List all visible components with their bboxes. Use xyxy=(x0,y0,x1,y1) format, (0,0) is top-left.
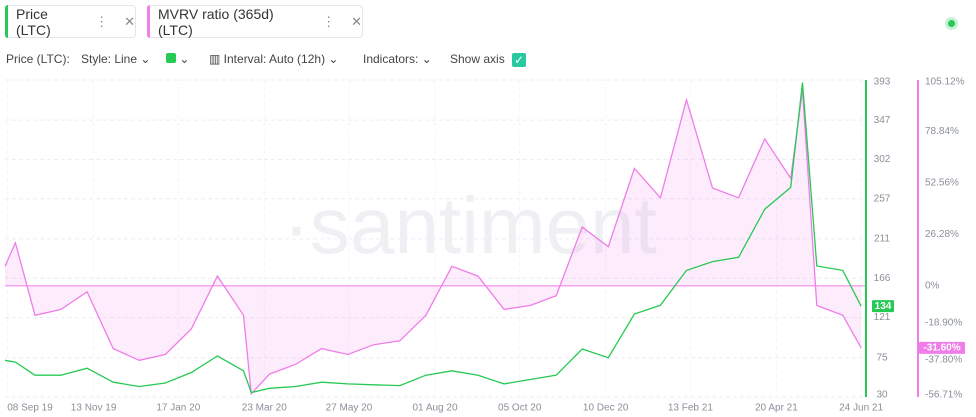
show-axis[interactable]: Show axis ✓ xyxy=(450,52,527,67)
color-select[interactable]: ⌄ xyxy=(166,52,189,66)
y-tick-label: 166 xyxy=(874,273,891,284)
x-tick-label: 13 Nov 19 xyxy=(71,403,117,414)
y-tick-label: 257 xyxy=(874,193,891,204)
series-line xyxy=(4,82,862,394)
indicators-label: Indicators: xyxy=(363,52,419,66)
y2-tick-label: 52.56% xyxy=(925,178,959,189)
y-tick-label: 211 xyxy=(874,234,890,245)
close-icon[interactable]: ✕ xyxy=(351,13,362,29)
interval-label: Interval: Auto (12h) xyxy=(223,52,326,66)
style-label: Style: Line xyxy=(81,52,138,66)
tag-box xyxy=(919,341,965,354)
indicators-select[interactable]: Indicators: ⌄ xyxy=(363,52,432,66)
x-tick-label: 23 Mar 20 xyxy=(242,403,287,414)
y2-tick-label: 105.12% xyxy=(925,77,965,88)
tag-label: -31.60% xyxy=(923,342,960,353)
menu-icon[interactable]: ⋮ xyxy=(95,13,109,29)
x-tick-label: 17 Jan 20 xyxy=(156,403,200,414)
y2-tick-label: -18.90% xyxy=(925,318,962,329)
y-tick-label: 347 xyxy=(874,115,891,126)
x-tick-label: 24 Jun 21 xyxy=(839,403,883,414)
tab[interactable]: Price (LTC) ⋮ ✕ xyxy=(5,5,136,38)
status xyxy=(945,17,958,30)
tab[interactable]: MVRV ratio (365d) (LTC) ⋮ ✕ xyxy=(147,5,363,38)
style-select[interactable]: Style: Line ⌄ xyxy=(81,52,151,66)
x-tick-label: 10 Dec 20 xyxy=(583,403,629,414)
y2-tick-label: -37.80% xyxy=(925,355,962,366)
area-fill xyxy=(5,90,862,394)
x-tick-label: 01 Aug 20 xyxy=(412,403,457,414)
close-icon[interactable]: ✕ xyxy=(124,13,135,29)
y-tick-label: 302 xyxy=(874,154,891,165)
x-tick-label: 13 Feb 21 xyxy=(668,403,713,414)
tag-label: 134 xyxy=(875,301,892,312)
y-tick-label: 121 xyxy=(874,312,891,323)
y2-tick-label: 78.84% xyxy=(925,126,959,137)
tab-label: Price (LTC) xyxy=(16,5,51,38)
x-tick-label: 27 May 20 xyxy=(326,403,373,414)
watermark: ·santiment xyxy=(283,181,656,270)
last-value-tag: -31.60% xyxy=(919,341,965,354)
tag-box xyxy=(872,300,894,313)
last-value-tag: 134 xyxy=(872,300,894,313)
y2-tick-label: 26.28% xyxy=(925,229,959,240)
x-tick-label: 08 Sep 19 xyxy=(7,403,53,414)
tab-label: MVRV ratio (365d) (LTC) xyxy=(158,5,274,38)
y-tick-label: 30 xyxy=(876,390,888,401)
y-tick-label: 393 xyxy=(874,77,891,88)
series-line xyxy=(4,89,862,396)
show-axis-label: Show axis xyxy=(450,52,505,66)
x-tick-label: 20 Apr 21 xyxy=(755,403,798,414)
y2-tick-label: -56.71% xyxy=(925,390,962,401)
y2-tick-label: 0% xyxy=(925,281,940,292)
interval-select[interactable]: ▥ Interval: Auto (12h) ⌄ xyxy=(209,52,339,66)
y-tick-label: 75 xyxy=(876,352,888,363)
metric-label: Price (LTC): xyxy=(6,52,70,66)
x-tick-label: 05 Oct 20 xyxy=(498,403,542,414)
menu-icon[interactable]: ⋮ xyxy=(322,13,336,29)
